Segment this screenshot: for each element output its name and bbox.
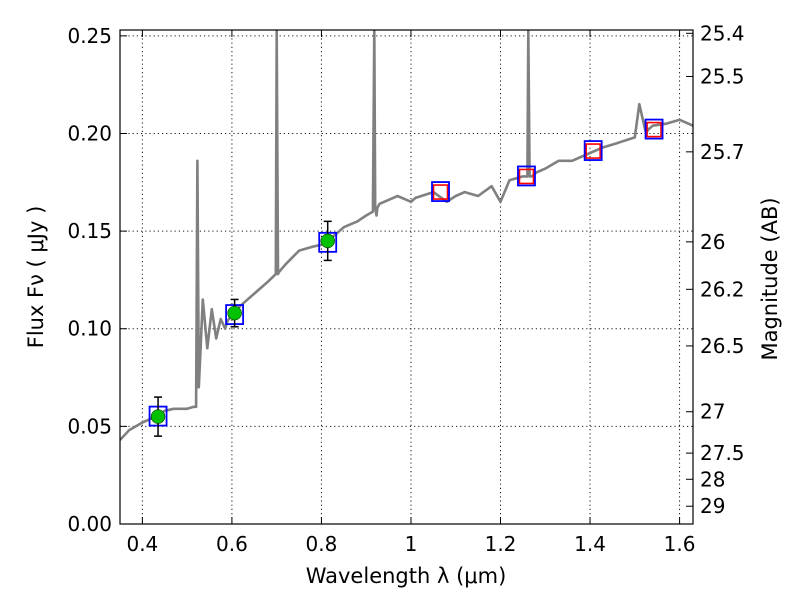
y2-tick-label: 25.4 [700, 21, 745, 45]
y2-tick-label: 26.2 [700, 277, 745, 301]
observed-point [320, 233, 335, 249]
predicted-point [585, 143, 601, 159]
y-tick-label: 0.15 [67, 219, 112, 243]
predicted-point [432, 184, 449, 200]
model-point [431, 181, 450, 202]
x-tick-label: 1 [405, 532, 418, 556]
y-axis-label: Flux Fν ( μJy ) [24, 206, 48, 349]
plot-frame [119, 29, 694, 525]
y-axis-right: 25.4 25.5 25.7 26 26.2 26.5 27 27.528 29 [686, 21, 745, 518]
sed-line [120, 30, 693, 441]
y2-tick-label: 29 [700, 494, 725, 518]
x-tick-label: 1.4 [574, 532, 606, 556]
grid [120, 30, 693, 525]
y2-tick-label: 26.5 [700, 334, 745, 358]
predicted-point [646, 121, 662, 138]
x-tick-label: 1.2 [485, 532, 517, 556]
y2-tick-label: 27 [700, 400, 725, 424]
y-tick-label: 0.05 [67, 414, 112, 438]
y2-tick-label: 25.7 [700, 140, 745, 164]
y2-axis-label: Magnitude (AB) [758, 197, 782, 360]
y-tick-label: 0.25 [67, 24, 112, 48]
y2-tick-label: 25.5 [700, 64, 745, 88]
data-layer [120, 30, 693, 441]
model-point [583, 140, 603, 161]
plot-area [120, 30, 693, 441]
observed-point [150, 409, 166, 424]
observed-point [227, 305, 242, 321]
y2-tick-label: 28 [700, 467, 725, 491]
x-tick-label: 0.6 [216, 532, 248, 556]
y2-tick-label: 26 [700, 230, 725, 254]
x-tick-label: 0.8 [306, 532, 338, 556]
model-point [644, 118, 664, 140]
x-tick-label: 0.4 [126, 532, 158, 556]
x-tick-label: 1.6 [664, 532, 696, 556]
y-tick-label: 0.20 [67, 121, 112, 145]
predicted-point [518, 168, 535, 185]
x-axis-label: Wavelength λ (μm) [306, 564, 507, 588]
y2-tick-label: 27.5 [700, 441, 745, 465]
model-point [517, 165, 536, 187]
y-tick-label: 0.00 [67, 512, 112, 536]
y-axis-left: 0.00 0.05 0.10 0.15 0.20 0.25 [67, 24, 127, 536]
x-axis: 0.4 0.6 0.8 1 1.2 1.4 1.6 [126, 30, 695, 556]
y-tick-label: 0.10 [67, 317, 112, 341]
